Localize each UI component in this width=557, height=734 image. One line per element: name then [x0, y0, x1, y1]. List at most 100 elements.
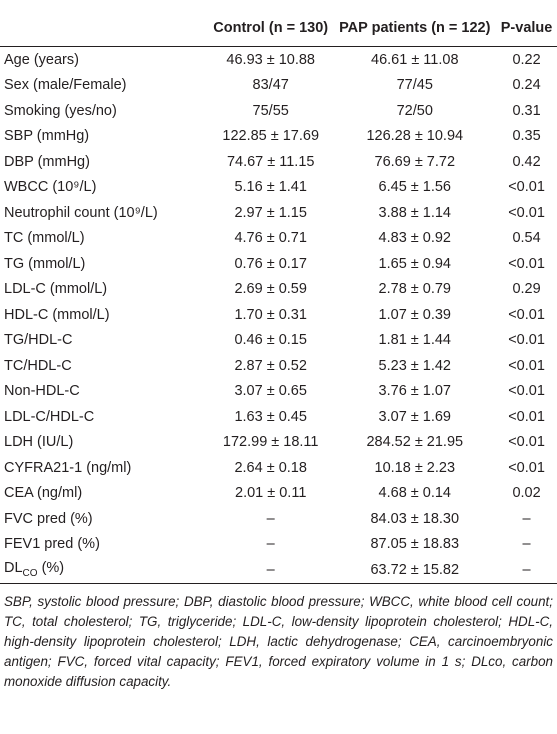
cell-value: 0.46 ± 0.15 [234, 332, 307, 349]
table-row: TG/HDL-C 0.46 ± 0.15 1.81 ± 1.44 <0.01 [0, 328, 557, 354]
row-label: TC (mmol/L) [4, 230, 85, 247]
header-cell: PAP patients (n = 122) [333, 10, 497, 47]
cell-value: <0.01 [508, 357, 545, 374]
cell-value: <0.01 [508, 459, 545, 476]
header-cell: P-value [496, 10, 557, 47]
row-label: Smoking (yes/no) [4, 102, 117, 119]
cell-value: – [522, 510, 531, 527]
cell-value: <0.01 [508, 204, 545, 221]
table-row: FEV1 pred (%) – 87.05 ± 18.83 – [0, 532, 557, 558]
row-label: LDL-C/HDL-C [4, 408, 95, 425]
cell-value: 0.02 [512, 485, 541, 502]
header-row: Control (n = 130) PAP patients (n = 122)… [0, 10, 557, 47]
cell-value: 3.88 ± 1.14 [378, 204, 451, 221]
row-label: WBCC (10⁹/L) [4, 179, 97, 196]
cell-value: <0.01 [508, 332, 545, 349]
row-label: TG (mmol/L) [4, 255, 86, 272]
cell-value: 126.28 ± 10.94 [366, 128, 464, 145]
table-row: Neutrophil count (10⁹/L) 2.97 ± 1.15 3.88 … [0, 200, 557, 226]
cell-value: 122.85 ± 17.69 [222, 128, 320, 145]
cell-value: 10.18 ± 2.23 [374, 459, 456, 476]
cell-value: 46.93 ± 10.88 [226, 51, 315, 68]
table-row: LDL-C/HDL-C 1.63 ± 0.45 3.07 ± 1.69 <0.01 [0, 404, 557, 430]
row-label: Sex (male/Female) [4, 77, 127, 94]
cell-value: 46.61 ± 11.08 [371, 51, 459, 68]
table-row: TG (mmol/L) 0.76 ± 0.17 1.65 ± 0.94 <0.01 [0, 251, 557, 277]
cell-value: 2.87 ± 0.52 [234, 357, 307, 374]
cell-value: 2.69 ± 0.59 [234, 281, 307, 298]
cell-value: 76.69 ± 7.72 [374, 153, 456, 170]
cell-value: 72/50 [396, 102, 433, 119]
cell-value: 84.03 ± 18.30 [370, 510, 460, 527]
cell-value: 75/55 [252, 102, 289, 119]
cell-value: 74.67 ± 11.15 [226, 153, 315, 170]
cell-value: – [266, 536, 275, 553]
cell-value: – [266, 510, 275, 527]
row-label: CYFRA21-1 (ng/ml) [4, 459, 132, 476]
table-row: DBP (mmHg) 74.67 ± 11.15 76.69 ± 7.72 0.42 [0, 149, 557, 175]
cell-value: 0.24 [512, 77, 541, 94]
row-label: LDL-C (mmol/L) [4, 281, 108, 298]
row-label: Age (years) [4, 51, 79, 68]
cell-value: 3.76 ± 1.07 [378, 383, 451, 400]
row-label: LDH (IU/L) [4, 434, 74, 451]
row-label: TG/HDL-C [4, 332, 73, 349]
cell-value: – [208, 557, 334, 584]
cell-value: 2.01 ± 0.11 [235, 485, 307, 502]
cell-value: – [496, 557, 557, 584]
cell-value: 63.72 ± 15.82 [333, 557, 497, 584]
cell-value: – [522, 536, 531, 553]
cell-value: 4.83 ± 0.92 [378, 230, 451, 247]
table-row: LDH (IU/L) 172.99 ± 18.11 284.52 ± 21.95 <0… [0, 430, 557, 456]
cell-value: <0.01 [508, 306, 545, 323]
table-row: TC/HDL-C 2.87 ± 0.52 5.23 ± 1.42 <0.01 [0, 353, 557, 379]
header-empty [0, 10, 208, 47]
table-row: CEA (ng/ml) 2.01 ± 0.11 4.68 ± 0.14 0.02 [0, 481, 557, 507]
row-label: TC/HDL-C [4, 357, 72, 374]
row-label: FEV1 pred (%) [4, 536, 100, 553]
table-row: FVC pred (%) – 84.03 ± 18.30 – [0, 506, 557, 532]
cell-value: 2.64 ± 0.18 [234, 459, 307, 476]
cell-value: <0.01 [508, 383, 545, 400]
cell-value: 6.45 ± 1.56 [378, 179, 451, 196]
cell-value: 77/45 [396, 77, 433, 94]
label-part: DL [4, 560, 23, 577]
table-row: Smoking (yes/no) 75/55 72/50 0.31 [0, 98, 557, 124]
cell-value: 2.78 ± 0.79 [378, 281, 451, 298]
row-label: CEA (ng/ml) [4, 485, 83, 502]
cell-value: 1.07 ± 0.39 [378, 306, 451, 323]
table-row: HDL-C (mmol/L) 1.70 ± 0.31 1.07 ± 0.39 <0.0… [0, 302, 557, 328]
cell-value: 0.29 [512, 281, 541, 298]
cell-value: 0.35 [512, 128, 541, 145]
table-row: WBCC (10⁹/L) 5.16 ± 1.41 6.45 ± 1.56 <0.01 [0, 175, 557, 201]
cell-value: 3.07 ± 1.69 [378, 408, 451, 425]
cell-value: 1.81 ± 1.44 [378, 332, 451, 349]
cell-value: <0.01 [508, 179, 545, 196]
cell-value: 5.16 ± 1.41 [234, 179, 307, 196]
page: Control (n = 130) PAP patients (n = 122)… [0, 10, 557, 734]
cell-value: 87.05 ± 18.83 [370, 536, 460, 553]
cell-value: 1.70 ± 0.31 [234, 306, 307, 323]
cell-value: 4.76 ± 0.71 [234, 230, 307, 247]
cell-value: 4.68 ± 0.14 [378, 485, 451, 502]
table-body: Age (years) 46.93 ± 10.88 46.61 ± 11.08 0.2… [0, 47, 557, 584]
cell-value: 1.65 ± 0.94 [378, 255, 451, 272]
label-part: (%) [37, 560, 65, 577]
table-row: Non-HDL-C 3.07 ± 0.65 3.76 ± 1.07 <0.01 [0, 379, 557, 405]
row-label: HDL-C (mmol/L) [4, 306, 110, 323]
row-label: SBP (mmHg) [4, 128, 90, 145]
table-row: LDL-C (mmol/L) 2.69 ± 0.59 2.78 ± 0.79 0.29 [0, 277, 557, 303]
cell-value: <0.01 [508, 408, 545, 425]
cell-value: 3.07 ± 0.65 [234, 383, 307, 400]
cell-value: <0.01 [508, 255, 545, 272]
table-row: DLCO (%) –63.72 ± 15.82– [0, 557, 557, 584]
table-row: TC (mmol/L) 4.76 ± 0.71 4.83 ± 0.92 0.54 [0, 226, 557, 252]
table-row: CYFRA21-1 (ng/ml) 2.64 ± 0.18 10.18 ± 2.23… [0, 455, 557, 481]
row-label: DLCO (%) [0, 557, 208, 584]
table-row: Age (years) 46.93 ± 10.88 46.61 ± 11.08 0.2… [0, 47, 557, 73]
cell-value: <0.01 [508, 434, 545, 451]
cell-value: 1.63 ± 0.45 [234, 408, 307, 425]
footnote: SBP, systolic blood pressure; DBP, diast… [4, 593, 553, 689]
cell-value: 2.97 ± 1.15 [234, 204, 307, 221]
cell-value: 0.42 [512, 153, 541, 170]
